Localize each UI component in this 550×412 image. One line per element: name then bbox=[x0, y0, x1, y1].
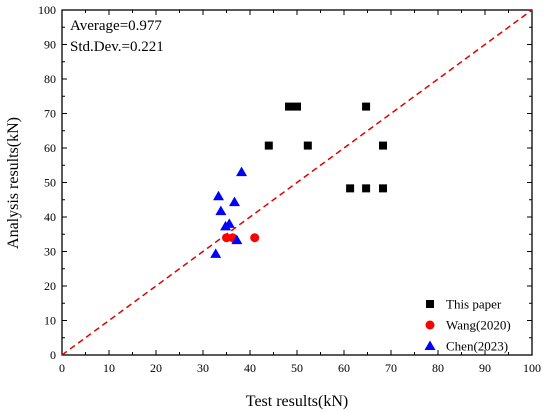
legend-marker-this-paper bbox=[426, 300, 434, 308]
x-tick-label: 80 bbox=[432, 361, 444, 375]
y-tick-labels: 0 10 20 30 40 50 60 70 80 90 100 bbox=[38, 3, 56, 362]
y-tick-label: 30 bbox=[44, 245, 56, 259]
x-tick-label: 100 bbox=[523, 361, 541, 375]
data-point-this-paper bbox=[346, 184, 355, 193]
x-axis-title: Test results(kN) bbox=[246, 393, 348, 410]
data-point-chen-2023 bbox=[228, 196, 240, 207]
data-point-chen-2023 bbox=[236, 166, 248, 177]
x-tick-label: 30 bbox=[197, 361, 209, 375]
y-tick-label: 60 bbox=[44, 141, 56, 155]
data-point-chen-2023 bbox=[231, 234, 243, 245]
data-point-chen-2023 bbox=[213, 190, 225, 201]
x-tick-label: 90 bbox=[479, 361, 491, 375]
data-point-this-paper bbox=[362, 102, 371, 111]
x-tick-label: 50 bbox=[291, 361, 303, 375]
x-tick-label: 10 bbox=[103, 361, 115, 375]
annotation-std-dev: Std.Dev.=0.221 bbox=[70, 39, 164, 55]
y-tick-label: 0 bbox=[50, 348, 56, 362]
y-axis-title: Analysis results(kN) bbox=[5, 117, 22, 249]
x-tick-label: 20 bbox=[150, 361, 162, 375]
x-tick-label: 0 bbox=[59, 361, 65, 375]
y-tick-label: 50 bbox=[44, 176, 56, 190]
data-point-chen-2023 bbox=[223, 218, 235, 228]
data-point-chen-2023 bbox=[215, 205, 227, 216]
x-tick-label: 70 bbox=[385, 361, 397, 375]
legend-marker-wang-2020 bbox=[425, 320, 435, 330]
legend-label-wang-2020: Wang(2020) bbox=[446, 318, 511, 333]
data-point-this-paper bbox=[293, 102, 301, 111]
data-point-wang-2020 bbox=[250, 233, 260, 243]
y-tick-label: 40 bbox=[44, 210, 56, 224]
annotation-average: Average=0.977 bbox=[70, 18, 162, 34]
axis-ticks bbox=[61, 9, 533, 356]
y-tick-label: 100 bbox=[38, 3, 56, 17]
legend-label-this-paper: This paper bbox=[446, 297, 502, 312]
data-point-this-paper bbox=[379, 184, 388, 193]
legend: This paper Wang(2020) Chen(2023) bbox=[424, 297, 511, 354]
data-point-this-paper bbox=[362, 184, 371, 193]
data-point-chen-2023 bbox=[210, 248, 222, 258]
y-tick-label: 70 bbox=[44, 107, 56, 121]
data-point-this-paper bbox=[285, 102, 294, 111]
x-tick-label: 40 bbox=[244, 361, 256, 375]
data-point-this-paper bbox=[264, 141, 273, 150]
y-tick-label: 10 bbox=[44, 314, 56, 328]
data-points bbox=[210, 102, 388, 258]
legend-marker-chen-2023 bbox=[424, 340, 436, 350]
reference-line-y-equals-x bbox=[61, 9, 533, 356]
x-tick-labels: 0 10 20 30 40 50 60 70 80 90 100 bbox=[59, 361, 541, 375]
legend-label-chen-2023: Chen(2023) bbox=[446, 339, 508, 354]
data-point-this-paper bbox=[303, 141, 312, 150]
y-tick-label: 90 bbox=[44, 38, 56, 52]
x-tick-label: 60 bbox=[338, 361, 350, 375]
y-tick-label: 80 bbox=[44, 72, 56, 86]
y-tick-label: 20 bbox=[44, 279, 56, 293]
data-point-this-paper bbox=[379, 141, 388, 150]
